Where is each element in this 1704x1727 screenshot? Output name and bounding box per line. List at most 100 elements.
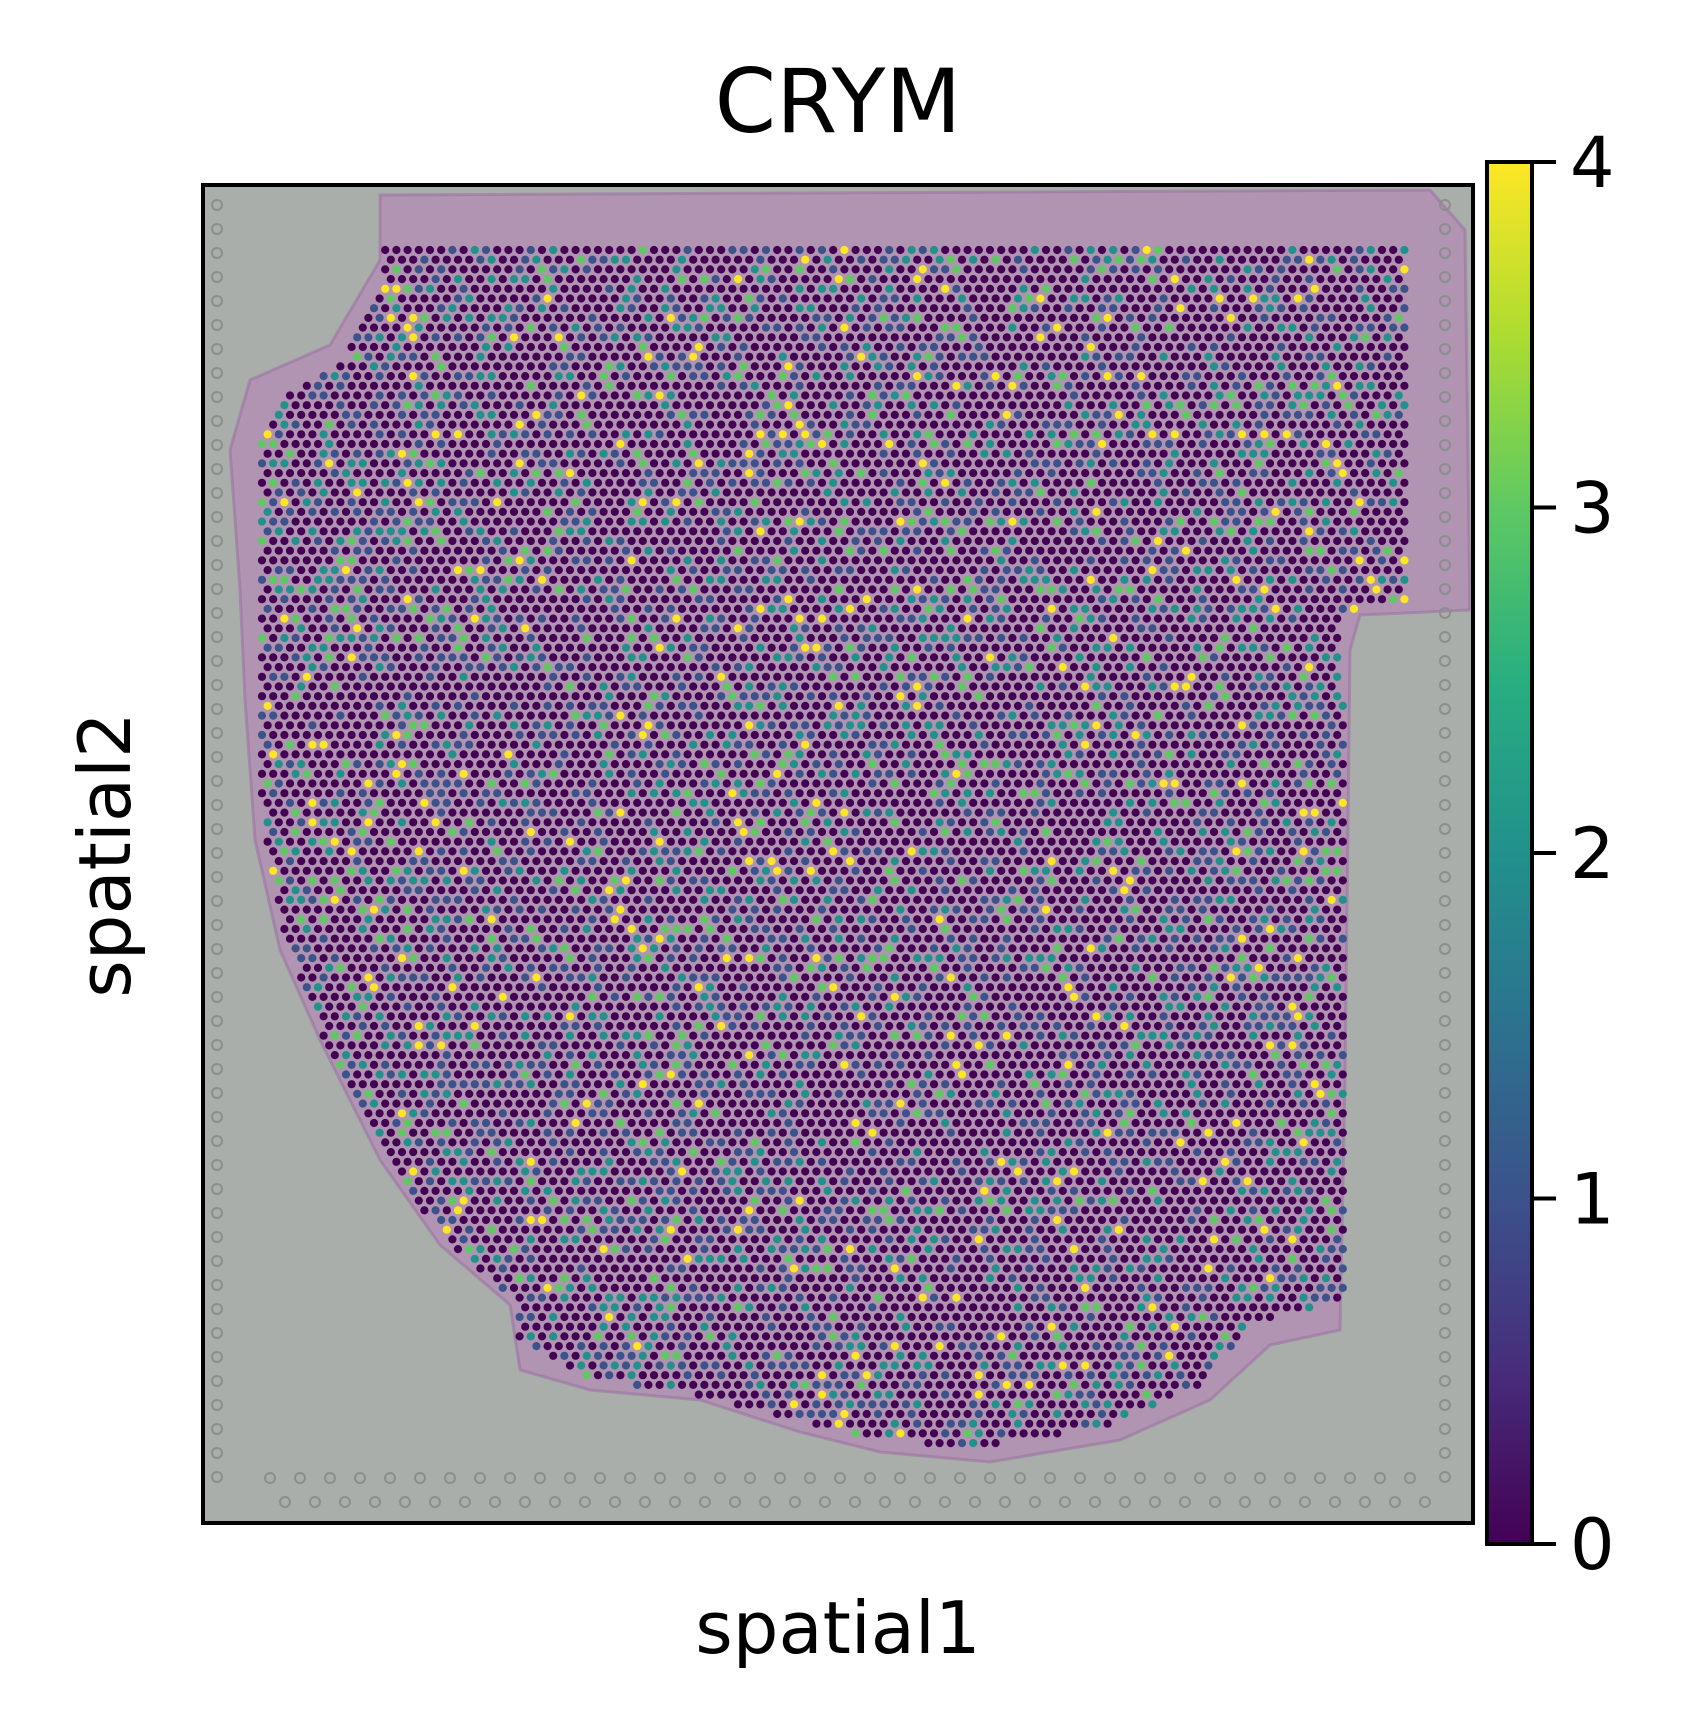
spot [599,663,608,672]
spot [554,313,563,322]
spot [577,449,586,458]
spot [1159,391,1168,400]
spot [963,381,972,390]
spot [722,352,731,361]
spot [1271,333,1280,342]
spot [633,507,642,516]
spot [1193,624,1202,633]
spot [633,682,642,691]
spot [257,575,267,584]
spot [1053,575,1062,584]
fiducial-ring [211,271,223,283]
spot [745,566,754,575]
spot [728,575,737,584]
spot [1372,352,1381,361]
spot [1159,663,1168,672]
spot [1092,391,1101,400]
spot [851,498,860,507]
spot [537,323,547,332]
spot [862,595,871,604]
spot [711,507,720,516]
spot [812,566,821,575]
spot [1372,372,1381,381]
spot [386,313,395,322]
spot [918,595,927,604]
spot [1243,284,1252,293]
spot [1125,333,1135,342]
spot [1243,672,1252,681]
spot [1249,430,1258,439]
spot [806,692,815,701]
spot [974,614,983,623]
spot [1254,556,1263,565]
spot [420,604,429,614]
spot [386,527,395,536]
fiducial-ring [759,1496,771,1508]
spot [465,255,474,264]
spot [683,439,692,449]
spot [666,624,675,633]
spot [739,265,748,274]
spot [577,682,586,691]
spot [1377,556,1387,565]
spot [554,663,563,672]
spot [868,507,877,516]
spot [588,313,597,322]
spot [560,633,569,643]
spot [414,245,423,255]
spot [274,585,283,594]
spot [666,391,675,400]
spot [487,507,496,516]
spot [549,362,558,371]
spot [1092,352,1101,361]
spot [1361,313,1370,322]
spot [739,245,748,255]
spot [778,333,787,342]
spot [756,585,765,594]
spot [297,469,306,478]
spot [336,420,345,429]
spot [571,575,580,584]
spot [896,245,905,255]
spot [498,449,507,458]
spot [1310,304,1319,313]
spot [414,536,423,546]
spot [1019,711,1028,720]
spot [1002,585,1011,594]
spot [336,381,345,390]
spot [442,255,451,264]
spot [890,449,899,458]
spot [358,595,367,604]
spot [1176,342,1185,352]
spot [834,430,843,439]
spot [980,294,989,303]
spot [1215,624,1224,633]
spot [890,333,899,342]
spot [633,275,642,284]
spot [521,372,530,381]
spot [453,546,463,555]
spot [1366,556,1375,565]
fiducial-ring [1439,1087,1451,1099]
spot [1019,536,1028,546]
spot [1181,701,1191,711]
spot [700,701,709,711]
spot [1221,323,1230,332]
spot [1148,546,1157,555]
spot [896,323,905,332]
spot [1008,245,1017,255]
spot [879,469,888,478]
spot [857,701,866,711]
spot [1030,711,1039,720]
spot [336,575,345,584]
spot [571,401,580,410]
spot [1293,507,1303,516]
spot [409,527,418,536]
spot [1030,614,1039,623]
spot [526,420,535,429]
spot [834,352,843,361]
spot [470,439,479,449]
spot [521,333,530,342]
spot [498,566,507,575]
spot [565,585,575,594]
